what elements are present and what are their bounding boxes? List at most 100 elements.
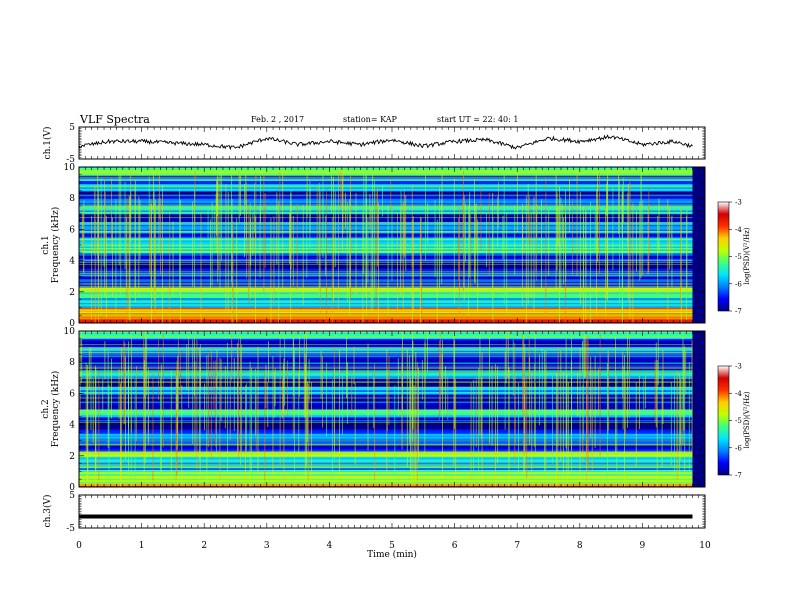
spectrogram-band: [79, 204, 693, 207]
spectrogram-band: [79, 294, 693, 297]
spectrogram-band: [79, 335, 693, 338]
spectrogram-band: [79, 359, 693, 362]
y-tick-label: 6: [69, 389, 75, 399]
spectrogram-band: [79, 170, 693, 173]
spectrogram-band: [79, 432, 693, 435]
spectrogram-band: [79, 216, 693, 219]
ch3-axis-label: ch.3(V): [42, 495, 53, 528]
colorbar-tick-label: -7: [735, 472, 742, 480]
spectrogram-band: [79, 387, 693, 390]
spectrogram-band: [79, 433, 693, 436]
spectrogram-band: [79, 438, 693, 441]
spectrogram-band: [79, 314, 693, 317]
spectrogram-band: [79, 310, 693, 313]
spectrogram-band: [79, 398, 693, 401]
spectrogram-ch1: [79, 167, 693, 323]
spectrogram-band: [79, 443, 693, 446]
spectrogram-band: [79, 311, 693, 314]
spectrogram-band: [79, 444, 693, 447]
spectrogram-band: [79, 288, 693, 291]
spectrogram-band: [79, 365, 693, 368]
spectrogram-band: [79, 202, 693, 205]
spectrogram-band: [79, 237, 693, 240]
spectrogram-band: [79, 391, 693, 394]
spectrogram-band: [79, 388, 693, 391]
y-tick-label: 10: [64, 163, 76, 173]
spectrogram-band: [79, 191, 693, 194]
spectrogram-band: [79, 393, 693, 396]
spectrogram-band: [79, 399, 693, 402]
spectrogram-band: [79, 209, 693, 212]
spectrogram-band: [79, 483, 693, 485]
spectrogram-band: [79, 423, 693, 425]
spectrogram-band: [79, 220, 693, 222]
spectrogram-band: [79, 345, 693, 347]
spectrogram-band: [79, 301, 693, 304]
spectrogram-band: [79, 468, 693, 471]
spectrogram-band: [79, 268, 693, 271]
ch1-trace: [78, 134, 693, 151]
colorbar-tick-label: -3: [735, 199, 742, 207]
x-tick-label: 9: [640, 541, 646, 551]
figure-title: VLF Spectra: [79, 113, 150, 126]
y-tick-label: 5: [69, 491, 75, 501]
y-tick-label: 4: [69, 421, 75, 431]
spectrogram-band: [79, 317, 693, 320]
colorbar-ch1-label: log(PSD)(V²/Hz): [743, 227, 751, 284]
spectrogram-band: [79, 319, 693, 321]
y-tick-label: 8: [69, 358, 75, 368]
spectrogram-band: [79, 198, 693, 201]
spectrogram-band: [79, 355, 693, 358]
spectrogram-band: [79, 418, 693, 421]
x-tick-label: 1: [139, 541, 145, 551]
spectrogram-band: [79, 390, 693, 393]
ch1-waveform: [78, 134, 693, 151]
start-time-label: start UT = 22: 40: 1: [437, 115, 518, 124]
spectrogram-band: [79, 385, 693, 388]
spectrogram-band: [79, 449, 693, 452]
spectrogram-band: [79, 427, 693, 430]
spectrogram-band: [79, 373, 693, 376]
spectrogram-band: [79, 190, 693, 193]
spec1-frequency-label: Frequency (kHz): [50, 207, 61, 284]
y-tick-label: 0: [69, 483, 75, 493]
spectrogram-band: [79, 437, 693, 440]
x-tick-label: 3: [264, 541, 270, 551]
spectrogram-band: [79, 287, 693, 290]
spectrogram-band: [79, 305, 693, 308]
spectrogram-band: [79, 360, 693, 363]
spectrogram-band: [79, 357, 693, 360]
spectrogram-band: [79, 277, 693, 280]
colorbar-tick-label: -5: [735, 253, 742, 261]
spectrogram-band: [79, 235, 693, 238]
spectrogram-band: [79, 251, 693, 254]
colorbar-tick-label: -3: [735, 363, 742, 371]
spectrogram-band: [79, 280, 693, 283]
x-tick-label: 0: [76, 541, 82, 551]
spectrogram-band: [79, 299, 693, 302]
date-label: Feb. 2 , 2017: [251, 115, 304, 124]
x-tick-label: 2: [201, 541, 207, 551]
colorbar-tick-label: -6: [735, 444, 742, 452]
x-axis-title: Time (min): [367, 549, 417, 560]
y-tick-label: 2: [69, 288, 75, 298]
spectrogram-band: [79, 182, 693, 185]
y-tick-label: 10: [64, 327, 76, 337]
spectrogram-band: [79, 401, 693, 404]
ch3-panel-bg: [79, 495, 705, 528]
spectrogram-band: [79, 415, 693, 418]
spectrogram-band: [79, 241, 693, 244]
spectrogram-band: [79, 195, 693, 198]
spectrogram-band: [79, 296, 693, 299]
spectrogram-band: [79, 193, 693, 196]
spec2-channel-label: ch.2: [41, 399, 51, 418]
spectrogram-band: [79, 405, 693, 408]
spectrogram-band: [79, 471, 693, 474]
spectrogram-band: [79, 454, 693, 457]
spectrogram-band: [79, 413, 693, 416]
spectrogram-band: [79, 240, 693, 243]
spectrogram-band: [79, 248, 693, 251]
spectrogram-band: [79, 308, 693, 311]
y-tick-label: 5: [69, 123, 75, 133]
x-tick-label: 7: [514, 541, 520, 551]
